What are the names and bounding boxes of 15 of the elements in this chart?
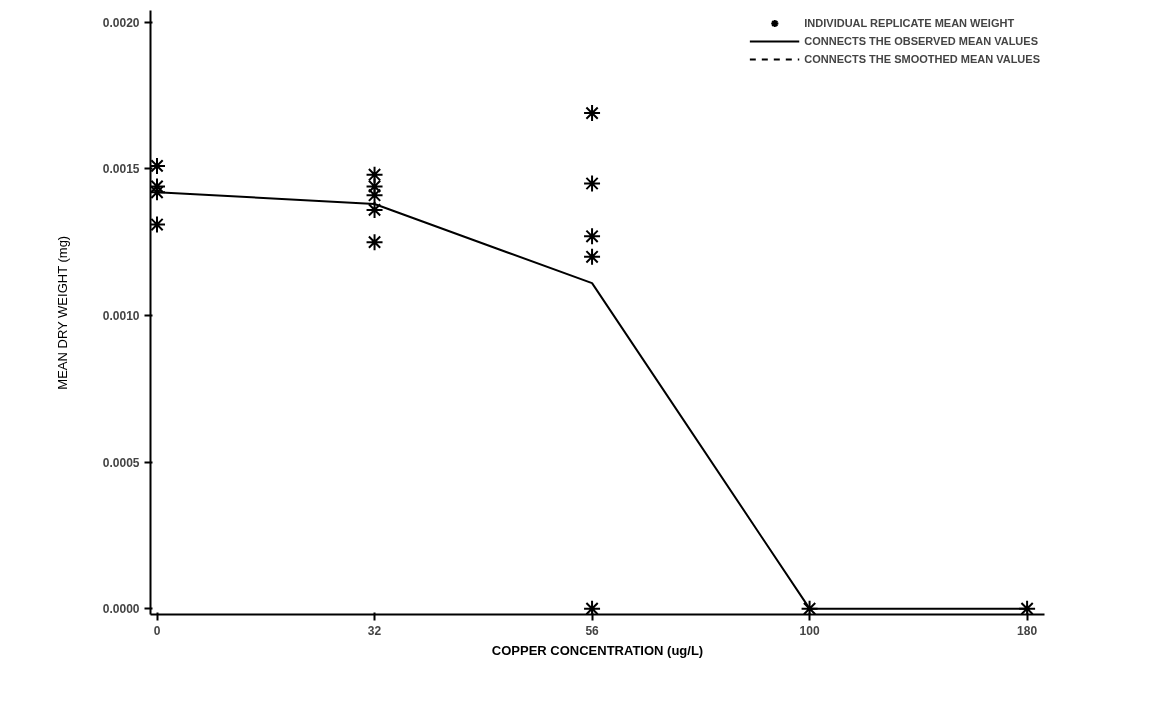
y-tick-label: 0.0010 bbox=[102, 308, 140, 323]
y-tick-label: 0.0005 bbox=[102, 455, 140, 470]
x-tick-label: 56 bbox=[585, 623, 600, 638]
x-tick-label: 180 bbox=[1017, 623, 1038, 638]
legend-label: INDIVIDUAL REPLICATE MEAN WEIGHT bbox=[804, 16, 1015, 31]
y-axis-title: MEAN DRY WEIGHT (mg) bbox=[54, 235, 70, 390]
y-tick-label: 0.0000 bbox=[102, 602, 140, 617]
x-tick-label: 0 bbox=[153, 623, 161, 638]
legend-label: CONNECTS THE OBSERVED MEAN VALUES bbox=[804, 34, 1038, 49]
y-tick-label: 0.0020 bbox=[102, 15, 140, 30]
x-tick-label: 32 bbox=[367, 623, 382, 638]
x-tick-label: 100 bbox=[799, 623, 820, 638]
y-tick-label: 0.0015 bbox=[102, 162, 140, 177]
legend-label: CONNECTS THE SMOOTHED MEAN VALUES bbox=[804, 52, 1040, 67]
x-axis-title: COPPER CONCENTRATION (ug/L) bbox=[491, 642, 704, 658]
